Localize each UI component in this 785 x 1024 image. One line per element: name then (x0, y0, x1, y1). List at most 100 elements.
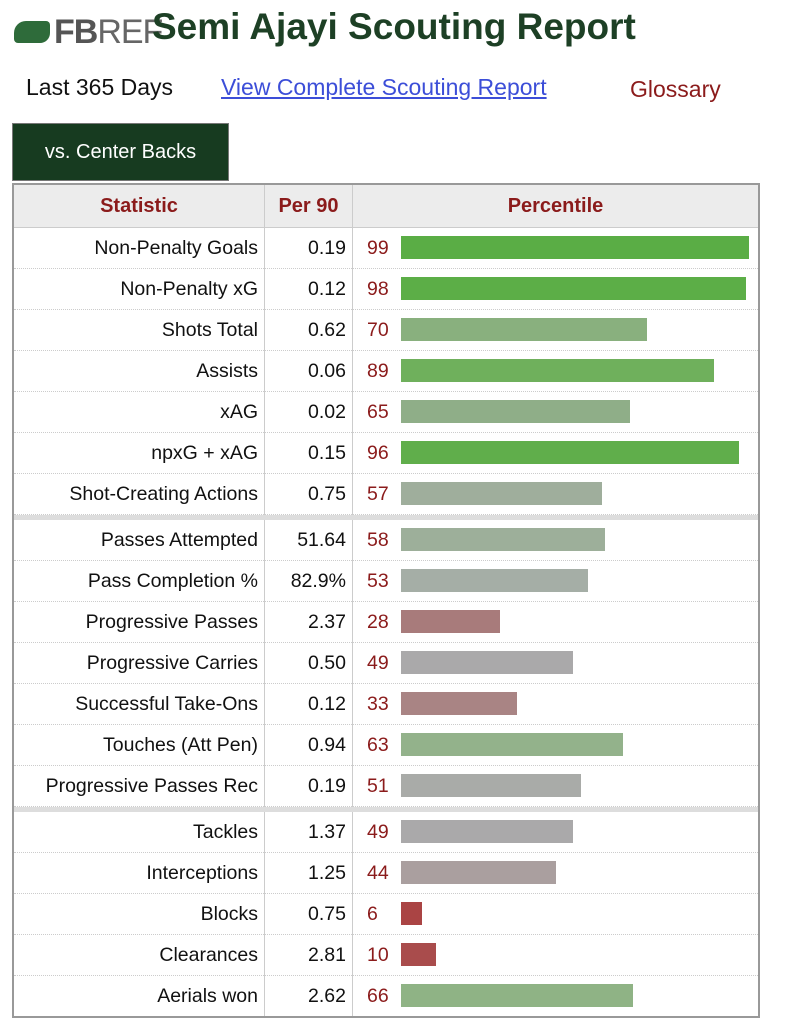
stat-name: Passes Attempted (13, 520, 265, 561)
logo-mark-icon (14, 21, 50, 43)
stat-name: npxG + xAG (13, 432, 265, 474)
stat-name: Aerials won (13, 975, 265, 1018)
table-row: Pass Completion % 82.9% 53 (13, 560, 759, 602)
table-row: Shot-Creating Actions 0.75 57 (13, 473, 759, 515)
percentile-value: 33 (367, 693, 389, 715)
fbref-logo[interactable]: FB REF (14, 12, 163, 52)
stat-name: Interceptions (13, 852, 265, 894)
view-complete-report-link[interactable]: View Complete Scouting Report (221, 74, 547, 100)
per90-value: 0.19 (264, 765, 353, 807)
stat-name: Blocks (13, 893, 265, 935)
glossary-link[interactable]: Glossary (630, 76, 721, 102)
percentile-value: 96 (367, 442, 389, 464)
per90-value: 0.75 (264, 473, 353, 515)
percentile-value: 70 (367, 319, 389, 341)
per90-value: 1.25 (264, 852, 353, 894)
stat-name: Touches (Att Pen) (13, 724, 265, 766)
percentile-bar (401, 820, 574, 843)
percentile-bar (401, 984, 634, 1007)
stat-name: Non-Penalty xG (13, 268, 265, 310)
col-per90[interactable]: Per 90 (264, 183, 353, 228)
per90-value: 0.12 (264, 268, 353, 310)
table-row: npxG + xAG 0.15 96 (13, 432, 759, 474)
stat-name: Assists (13, 350, 265, 392)
table-row: Successful Take-Ons 0.12 33 (13, 683, 759, 725)
table-row: Progressive Carries 0.50 49 (13, 642, 759, 684)
percentile-bar (401, 441, 739, 464)
col-statistic[interactable]: Statistic (12, 183, 265, 228)
group-separator (13, 514, 759, 520)
per90-value: 0.62 (264, 309, 353, 351)
percentile-value: 53 (367, 570, 389, 592)
table-row: Tackles 1.37 49 (13, 812, 759, 853)
per90-value: 2.37 (264, 601, 353, 643)
stat-name: Tackles (13, 812, 265, 853)
per90-value: 0.94 (264, 724, 353, 766)
percentile-bar (401, 400, 630, 423)
table-row: Shots Total 0.62 70 (13, 309, 759, 351)
per90-value: 2.81 (264, 934, 353, 976)
table-row: Clearances 2.81 10 (13, 934, 759, 976)
percentile-value: 63 (367, 734, 389, 756)
stat-name: Successful Take-Ons (13, 683, 265, 725)
percentile-value: 99 (367, 237, 389, 259)
percentile-bar (401, 569, 588, 592)
percentile-bar (401, 651, 574, 674)
percentile-bar (401, 277, 746, 300)
percentile-bar (401, 528, 606, 551)
percentile-bar (401, 774, 581, 797)
stat-name: Pass Completion % (13, 560, 265, 602)
percentile-value: 89 (367, 360, 389, 382)
percentile-value: 66 (367, 985, 389, 1007)
table-row: Interceptions 1.25 44 (13, 852, 759, 894)
scouting-table: Statistic Per 90 Percentile Non-Penalty … (12, 183, 760, 1018)
period-label: Last 365 Days (26, 74, 174, 100)
logo-text-ref: REF (97, 12, 163, 51)
percentile-value: 58 (367, 529, 389, 551)
table-row: Non-Penalty Goals 0.19 99 (13, 227, 759, 269)
percentile-bar (401, 902, 423, 925)
percentile-bar (401, 236, 750, 259)
per90-value: 0.02 (264, 391, 353, 433)
percentile-value: 49 (367, 821, 389, 843)
percentile-bar (401, 943, 437, 966)
col-percentile[interactable]: Percentile (352, 183, 760, 228)
stat-name: Non-Penalty Goals (13, 227, 265, 269)
table-row: Non-Penalty xG 0.12 98 (13, 268, 759, 310)
per90-value: 0.15 (264, 432, 353, 474)
per90-value: 0.12 (264, 683, 353, 725)
percentile-bar (401, 733, 623, 756)
percentile-value: 44 (367, 862, 389, 884)
tab-center-backs[interactable]: vs. Center Backs (12, 123, 229, 181)
stat-name: Progressive Carries (13, 642, 265, 684)
table-row: Blocks 0.75 6 (13, 893, 759, 935)
table-row: xAG 0.02 65 (13, 391, 759, 433)
percentile-value: 6 (367, 903, 378, 925)
percentile-value: 51 (367, 775, 389, 797)
table-row: Aerials won 2.62 66 (13, 975, 759, 1018)
per90-value: 0.50 (264, 642, 353, 684)
per90-value: 0.75 (264, 893, 353, 935)
stat-name: Shot-Creating Actions (13, 473, 265, 515)
percentile-bar (401, 359, 715, 382)
group-separator (13, 806, 759, 812)
table-row: Progressive Passes 2.37 28 (13, 601, 759, 643)
percentile-bar (401, 610, 500, 633)
percentile-bar (401, 482, 602, 505)
percentile-bar (401, 318, 648, 341)
percentile-value: 10 (367, 944, 389, 966)
table-row: Progressive Passes Rec 0.19 51 (13, 765, 759, 807)
stat-name: xAG (13, 391, 265, 433)
percentile-value: 57 (367, 483, 389, 505)
per90-value: 0.06 (264, 350, 353, 392)
stat-name: Progressive Passes Rec (13, 765, 265, 807)
stat-name: Clearances (13, 934, 265, 976)
percentile-bar (401, 861, 556, 884)
stat-name: Shots Total (13, 309, 265, 351)
per90-value: 1.37 (264, 812, 353, 853)
table-row: Passes Attempted 51.64 58 (13, 520, 759, 561)
percentile-value: 49 (367, 652, 389, 674)
table-row: Assists 0.06 89 (13, 350, 759, 392)
per90-value: 51.64 (264, 520, 353, 561)
stat-name: Progressive Passes (13, 601, 265, 643)
